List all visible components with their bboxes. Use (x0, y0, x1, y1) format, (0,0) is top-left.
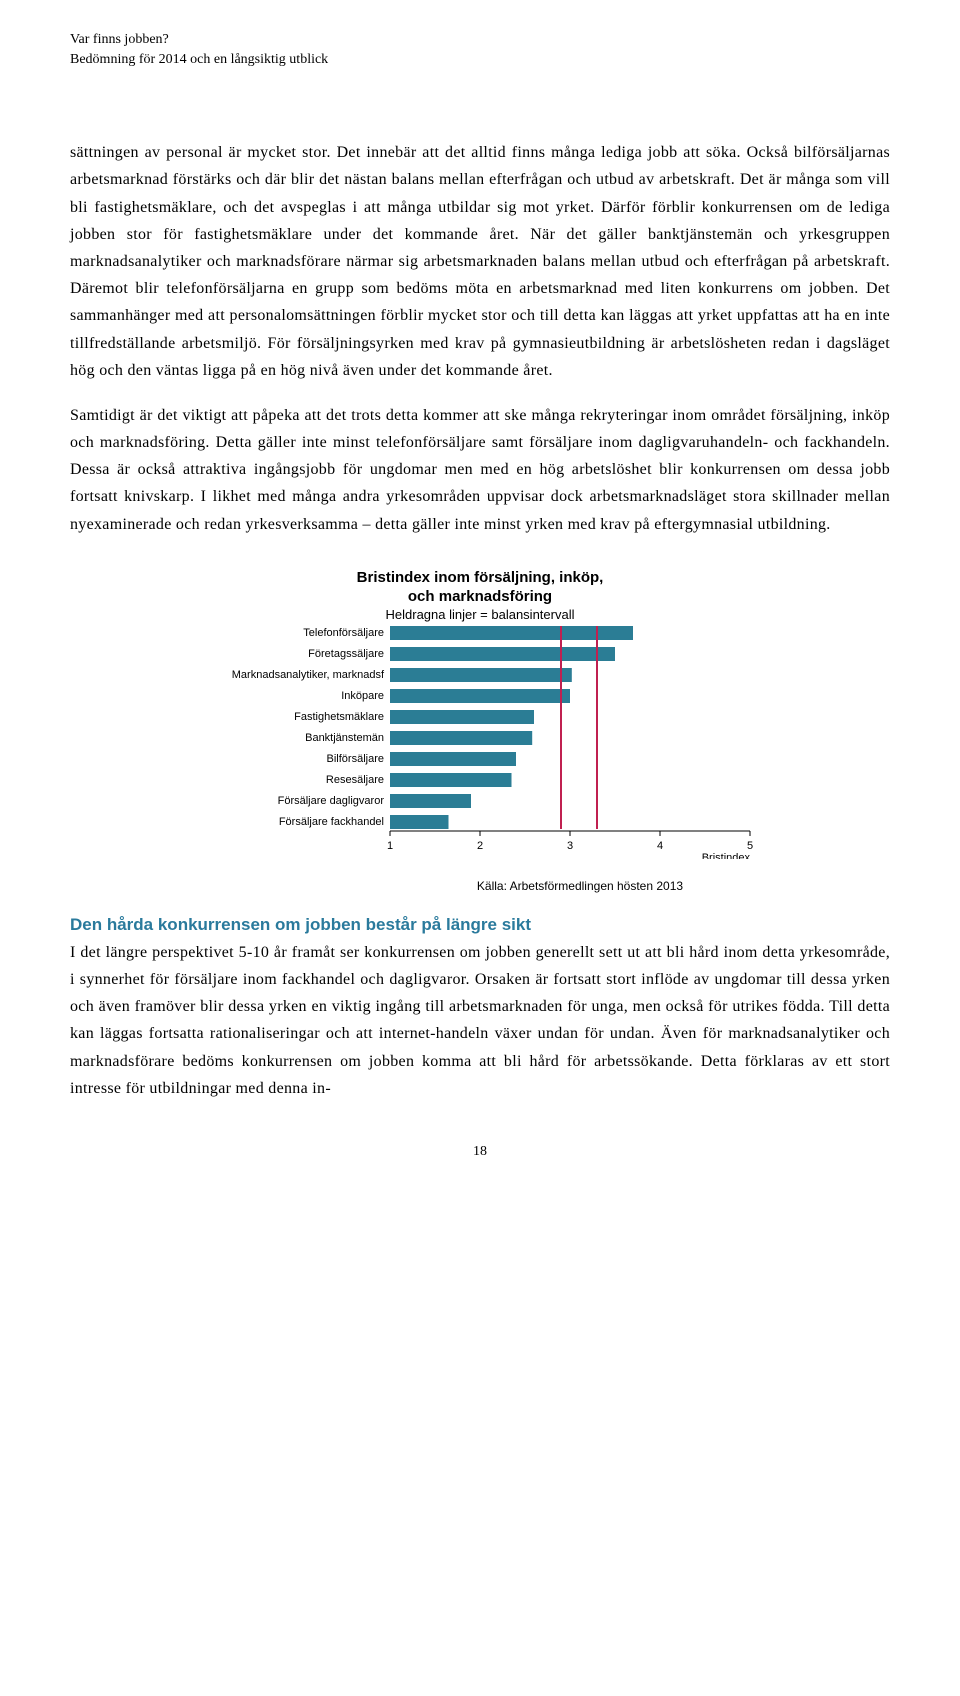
svg-text:2: 2 (477, 840, 483, 852)
document-header: Var finns jobben? Bedömning för 2014 och… (70, 30, 890, 69)
chart-source: Källa: Arbetsförmedlingen hösten 2013 (70, 879, 890, 893)
paragraph-3: I det längre perspektivet 5-10 år framåt… (70, 939, 890, 1102)
svg-text:Bristindex: Bristindex (702, 852, 751, 859)
svg-text:5: 5 (747, 840, 753, 852)
svg-text:Bilförsäljare: Bilförsäljare (327, 753, 384, 765)
svg-text:Resesäljare: Resesäljare (326, 774, 384, 786)
chart-title-line2: och marknadsföring (408, 587, 552, 607)
svg-text:Företagssäljare: Företagssäljare (308, 648, 384, 660)
svg-text:Inköpare: Inköpare (341, 690, 384, 702)
header-line-2: Bedömning för 2014 och en långsiktig utb… (70, 50, 890, 70)
paragraph-1: sättningen av personal är mycket stor. D… (70, 139, 890, 384)
svg-text:3: 3 (567, 840, 573, 852)
bristindex-chart: Bristindex inom försäljning, inköp, och … (70, 568, 890, 893)
paragraph-2: Samtidigt är det viktigt att påpeka att … (70, 402, 890, 538)
svg-text:Banktjänstemän: Banktjänstemän (305, 732, 384, 744)
svg-text:Försäljare fackhandel: Försäljare fackhandel (279, 816, 384, 828)
chart-plot: Telefonförsäljare Företagssäljare Marknads… (190, 624, 770, 859)
svg-text:Telefonförsäljare: Telefonförsäljare (303, 627, 384, 639)
svg-text:Fastighetsmäklare: Fastighetsmäklare (294, 711, 384, 723)
page-number: 18 (70, 1144, 890, 1160)
svg-text:Försäljare dagligvaror: Försäljare dagligvaror (278, 795, 385, 807)
svg-text:Marknadsanalytiker, marknadsf: Marknadsanalytiker, marknadsf (232, 669, 385, 681)
svg-text:1: 1 (387, 840, 393, 852)
svg-text:4: 4 (657, 840, 663, 852)
section-heading: Den hårda konkurrensen om jobben består … (70, 915, 890, 935)
chart-title-line1: Bristindex inom försäljning, inköp, (357, 568, 604, 588)
header-line-1: Var finns jobben? (70, 30, 890, 50)
chart-subtitle: Heldragna linjer = balansintervall (386, 607, 575, 622)
